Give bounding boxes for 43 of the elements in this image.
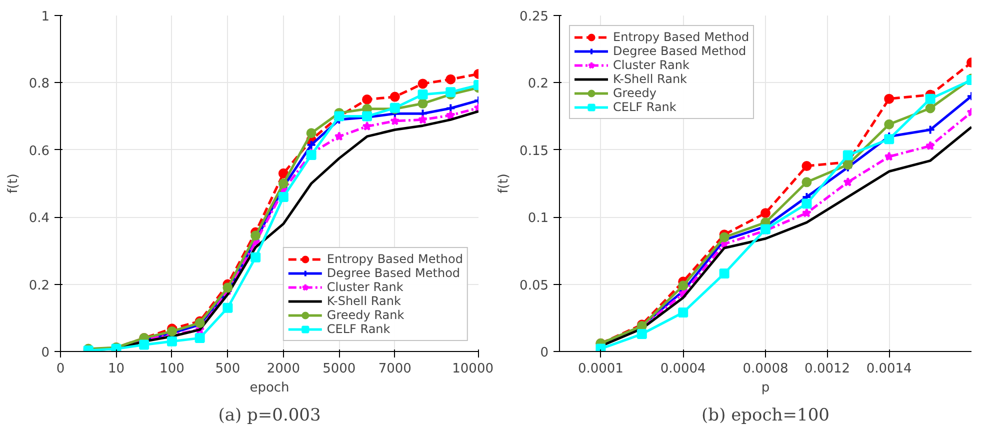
legend-label: Entropy Based Method [326,252,463,266]
y-axis-title: f(t) [6,174,21,194]
legend-label: Cluster Rank [613,58,690,72]
legend-label: Greedy [613,86,656,100]
legend-label: CELF Rank [613,100,676,114]
legend-label: Greedy Rank [326,308,404,322]
y-tick-label: 0 [41,346,50,360]
text: (a) p=0.003 [218,406,321,426]
y-tick-label: 0.05 [520,278,549,294]
x-tick-label: 100 [160,362,184,376]
x-axis-title: epoch [250,380,290,396]
x-tick-label: 0.0012 [804,362,850,376]
y-tick-label: 0.1 [528,211,549,226]
x-tick-label: 0.0001 [578,362,624,376]
text: (b) epoch=100 [702,406,830,426]
y-tick-label: 0.25 [520,10,549,24]
x-tick-label: 0 [56,362,65,376]
y-tick-label: 1 [41,10,50,24]
legend-label: Degree Based Method [326,266,460,280]
x-tick-label: 0.0004 [660,362,706,376]
x-tick-label: 10000 [452,362,494,376]
y-tick-label: 0.6 [28,144,50,159]
y-tick-label: 0.15 [520,144,549,159]
x-tick-label: 500 [215,362,240,376]
x-tick-label: 0.0014 [866,362,912,376]
y-tick-label: 0.4 [28,211,50,226]
x-tick-label: 5000 [322,362,356,376]
y-tick-label: 0.2 [528,76,549,92]
y-tick-label: 0.8 [28,76,50,92]
x-tick-label: 10 [108,362,125,376]
legend-label: Cluster Rank [326,280,404,294]
legend-label: K-Shell Rank [326,294,401,308]
legend-label: Entropy Based Method [613,30,750,44]
x-axis-title: p [761,380,770,396]
y-axis-title: f(t) [496,174,512,194]
legend-label: CELF Rank [326,322,390,336]
x-tick-label: 0.0008 [742,362,788,376]
y-tick-label: 0.2 [28,278,50,294]
y-tick-label: 0 [540,346,549,360]
legend-label: K-Shell Rank [613,72,688,86]
x-tick-label: 2000 [266,362,300,376]
x-tick-label: 7000 [378,362,412,376]
legend-label: Degree Based Method [613,44,746,58]
